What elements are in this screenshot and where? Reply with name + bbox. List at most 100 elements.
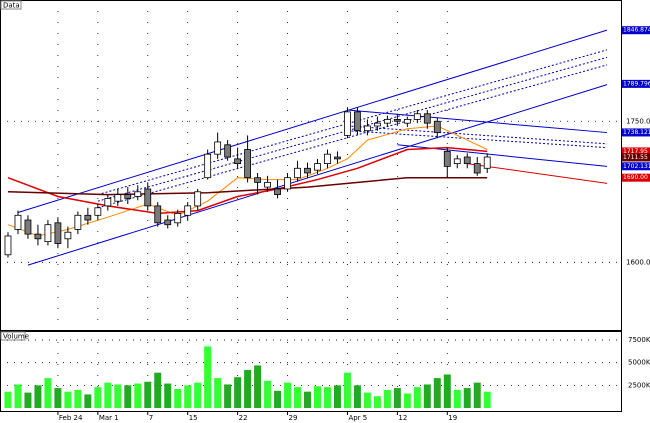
candle-body (124, 194, 132, 199)
overlay-line (97, 49, 608, 196)
price-label: 1702.1312 (623, 163, 650, 170)
volume-bar (114, 384, 122, 408)
candle-body (134, 191, 142, 197)
price-label: 1690.00 (623, 174, 648, 181)
overlay-line (347, 125, 608, 145)
overlay-line (97, 64, 608, 209)
candle-body (254, 177, 261, 183)
candle-body (393, 119, 401, 122)
candle-body (364, 125, 371, 132)
candle-body (324, 153, 331, 164)
price-label-box (622, 173, 650, 182)
candle-body (334, 156, 341, 160)
volume-bar (393, 388, 401, 408)
volume-bar (403, 393, 411, 408)
x-tick-label: Mar 1 (99, 414, 119, 422)
x-tick-label: 15 (189, 414, 198, 422)
candle-body (314, 163, 321, 171)
candle-body (14, 214, 22, 230)
candle-body (114, 194, 122, 202)
candle-body (94, 207, 102, 216)
candle-body (284, 177, 291, 190)
candle-body (264, 181, 271, 188)
volume-bar (34, 385, 42, 408)
candle-body (4, 235, 12, 256)
volume-bar (304, 391, 312, 408)
candle-body (294, 167, 301, 179)
volume-bar (94, 387, 102, 408)
candle-body (304, 167, 311, 174)
volume-bar (234, 377, 242, 408)
candle-body (224, 144, 232, 158)
volume-tick-label: 7500K (628, 336, 650, 344)
volume-bar (194, 382, 202, 408)
candle-body (274, 188, 281, 196)
volume-bar (483, 391, 491, 408)
candle-body (354, 111, 361, 132)
x-tick-label: Feb 24 (59, 414, 83, 422)
volume-bar (373, 396, 381, 408)
volume-title: Volume (3, 333, 29, 341)
volume-bar (333, 385, 341, 408)
candle-body (54, 222, 62, 244)
overlay-line (347, 130, 608, 149)
candle-body (154, 205, 162, 224)
chart-title: Data (3, 2, 20, 10)
price-label-box (622, 162, 650, 171)
price-label-box (622, 26, 650, 35)
candle-body (443, 150, 451, 167)
x-tick-label: 12 (398, 414, 407, 422)
candle-body (453, 158, 461, 164)
overlay-line (17, 29, 608, 213)
volume-bar (323, 387, 331, 408)
candle-body (413, 113, 421, 120)
volume-bar (264, 380, 272, 408)
price-panel (0, 0, 622, 331)
volume-bar (154, 372, 162, 408)
price-label-box (622, 147, 650, 156)
volume-bar (134, 383, 142, 408)
x-tick-label: 19 (448, 414, 457, 422)
volume-bar (274, 390, 282, 408)
candle-body (104, 197, 112, 207)
candle-body (174, 213, 182, 224)
candle-body (234, 158, 242, 164)
volume-bar (204, 346, 212, 408)
volume-bar (343, 372, 351, 408)
candle-body (144, 188, 152, 207)
candle-body (184, 205, 192, 216)
overlay-line (27, 84, 608, 266)
volume-bar (174, 388, 182, 408)
price-label: 1717.95 (623, 148, 648, 155)
volume-bar (4, 391, 12, 408)
price-label: 1711.55 (623, 154, 648, 161)
candle-body (403, 119, 411, 124)
candle-body (383, 119, 391, 124)
volume-bar (353, 385, 361, 408)
candle-body (84, 214, 92, 221)
x-tick-label: 7 (149, 414, 153, 422)
volume-bar (124, 385, 132, 408)
candle-body (473, 163, 481, 174)
volume-bar (14, 384, 22, 408)
candle-body (483, 156, 491, 169)
volume-bar (313, 386, 321, 408)
volume-bar (284, 382, 292, 408)
volume-bar (54, 388, 62, 408)
candle-body (344, 111, 351, 136)
candle-body (44, 224, 52, 243)
volume-bar (463, 388, 471, 408)
volume-bar (363, 392, 371, 408)
volume-bar (254, 365, 262, 408)
price-label-box (622, 153, 650, 162)
volume-bar (44, 378, 52, 408)
volume-bar (443, 374, 451, 408)
volume-bar (104, 382, 112, 408)
volume-bar (84, 394, 92, 408)
volume-bar (144, 381, 152, 408)
candle-body (24, 219, 32, 235)
candle-body (433, 120, 441, 133)
volume-bar (74, 389, 82, 408)
volume-title-box (0, 331, 26, 341)
